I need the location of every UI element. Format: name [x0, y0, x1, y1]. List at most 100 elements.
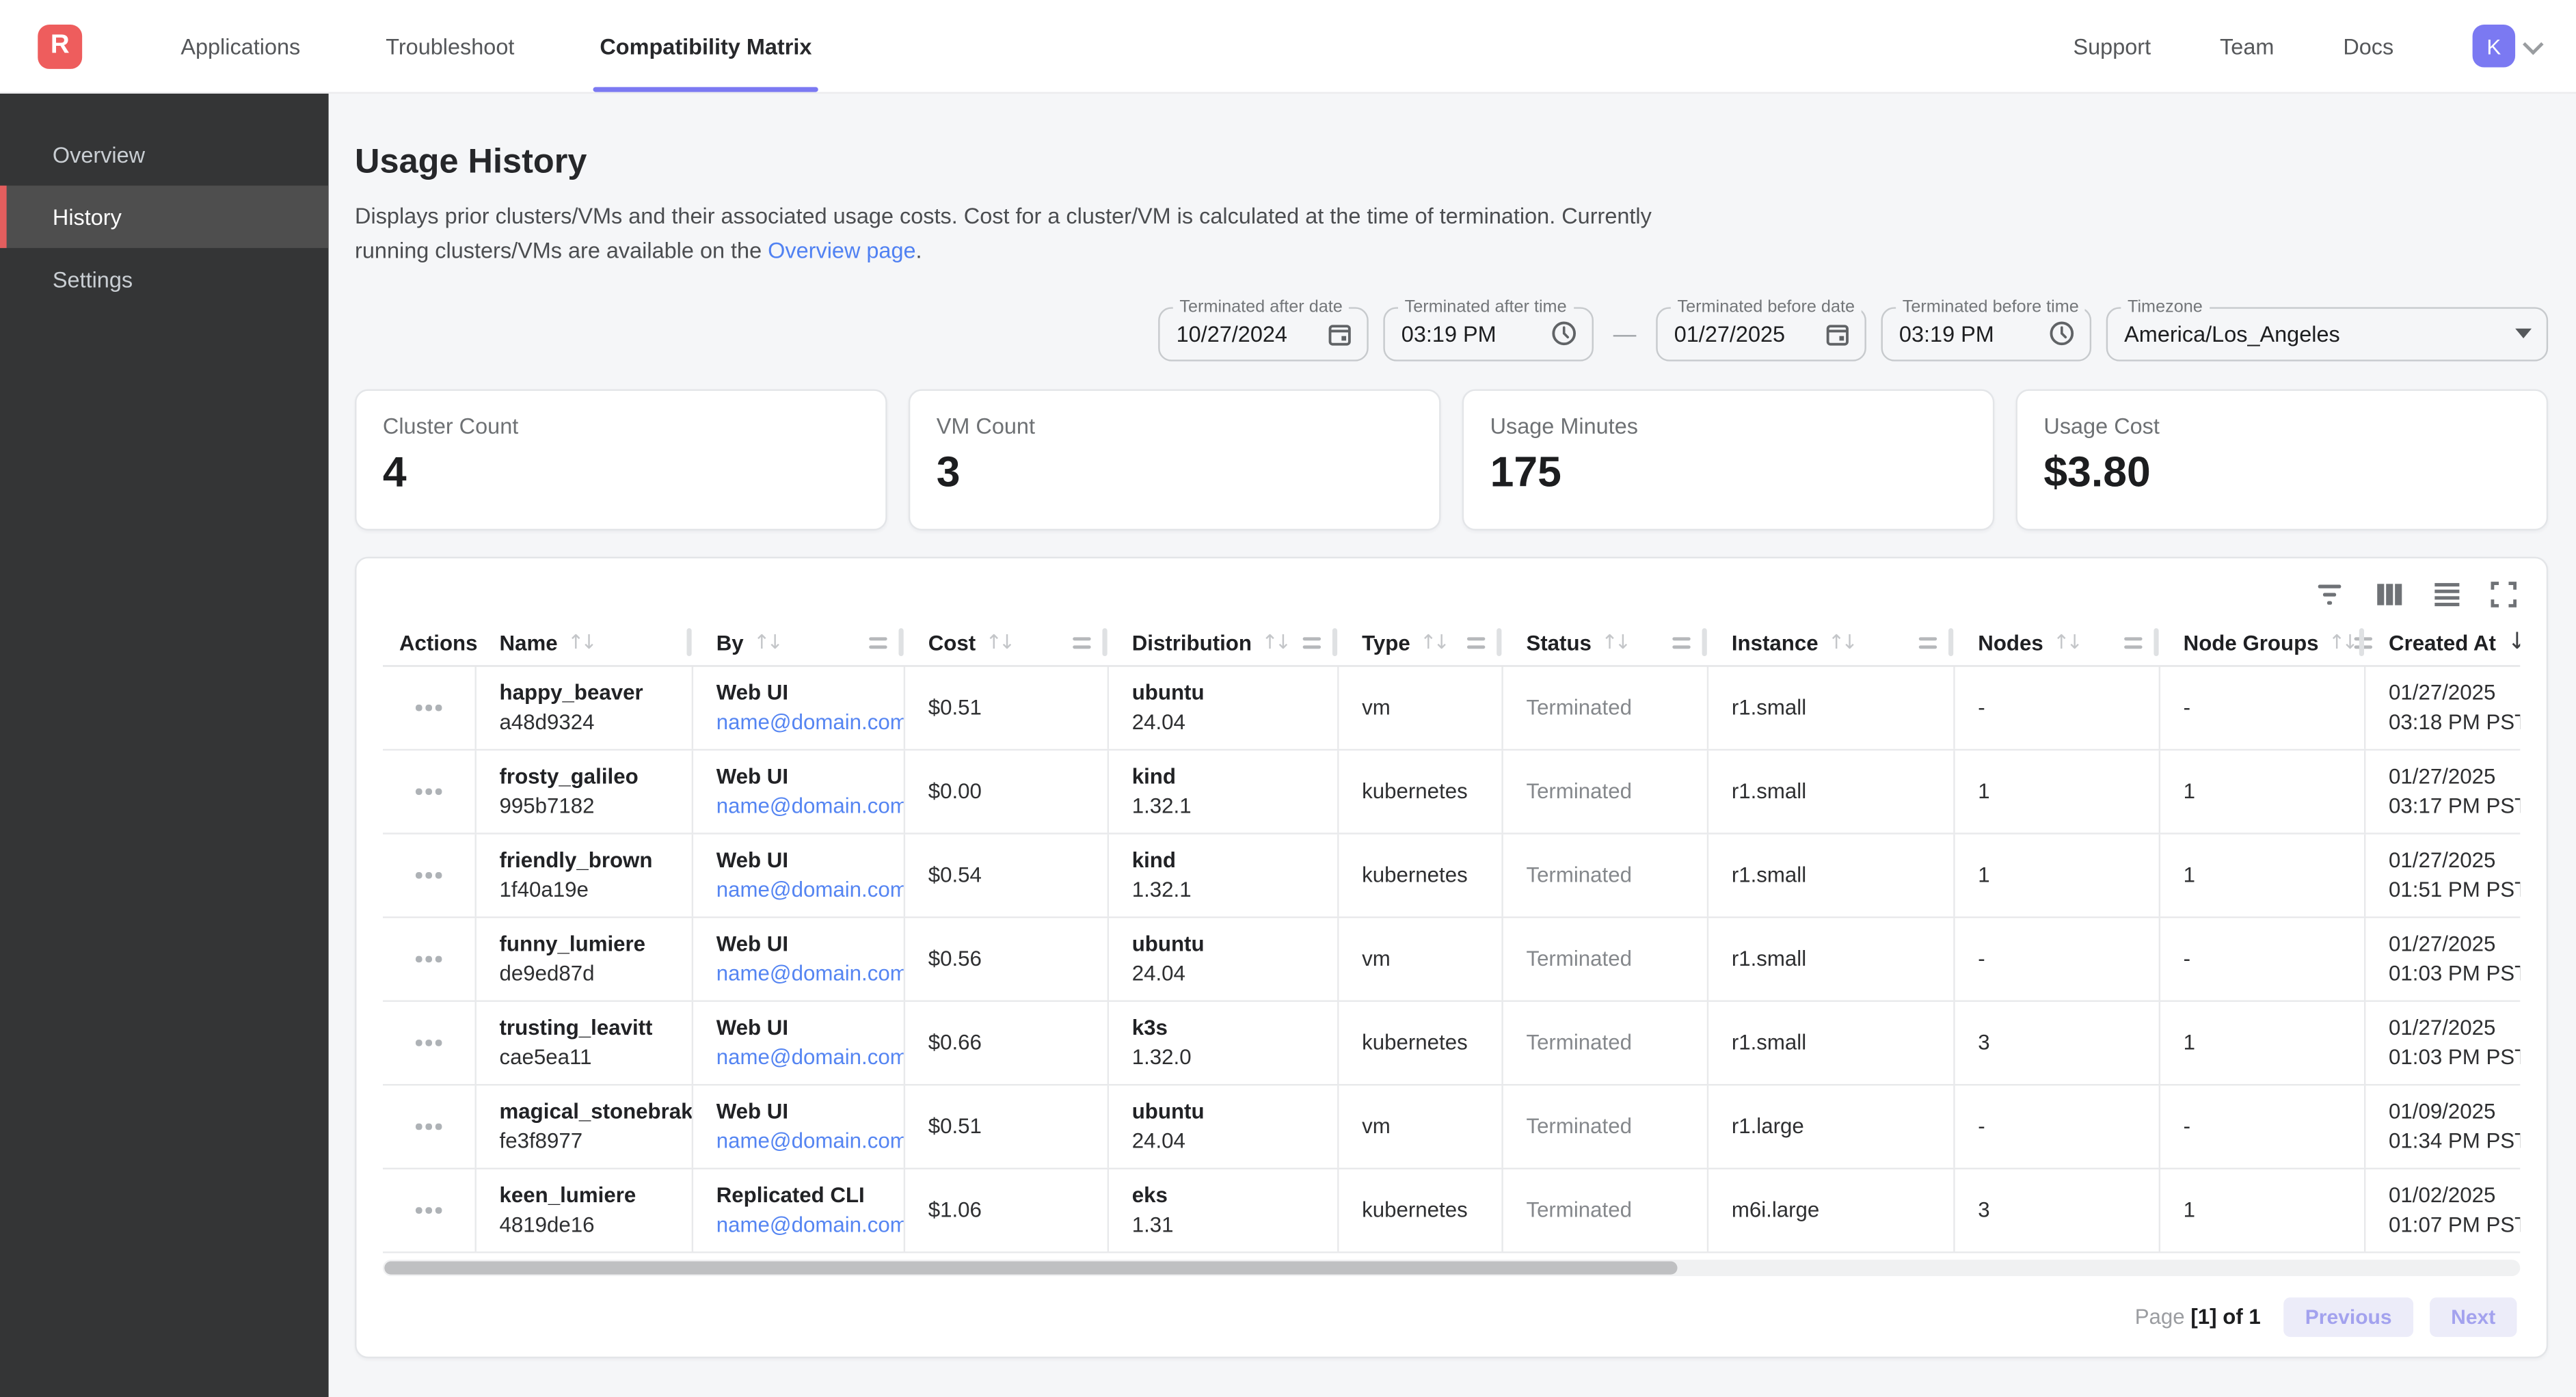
stat-value: $3.80 [2043, 446, 2151, 496]
filter-field-label: Terminated before date [1670, 297, 1862, 317]
sidebar-item-settings[interactable]: Settings [0, 248, 329, 310]
column-header-node_groups[interactable]: Node Groups ↑↓ [2160, 621, 2374, 665]
status-value: Terminated [1526, 695, 1632, 720]
column-resize-handle[interactable] [869, 637, 887, 649]
cell-node_groups: 1 [2160, 750, 2366, 832]
column-resize-handle[interactable] [1302, 637, 1321, 649]
cell-actions [383, 1085, 477, 1168]
column-header-nodes[interactable]: Nodes ↑↓ [1955, 621, 2160, 665]
avatar[interactable]: K [2472, 25, 2516, 68]
row-actions-button[interactable] [410, 695, 448, 720]
stat-label: Usage Cost [2043, 413, 2160, 439]
distribution-name: ubuntu [1131, 932, 1205, 957]
cell-status: Terminated [1503, 666, 1709, 749]
nav-tab-troubleshoot[interactable]: Troubleshoot [343, 0, 557, 92]
column-header-actions[interactable]: Actions [383, 621, 478, 665]
nav-link-support[interactable]: Support [2073, 33, 2151, 59]
column-header-type[interactable]: Type ↑↓ [1339, 621, 1503, 665]
cell-created_at: 01/27/2025 01:03 PM PST [2365, 918, 2520, 1000]
replicated-logo-icon[interactable]: R [38, 23, 83, 68]
fullscreen-icon[interactable] [2491, 581, 2517, 608]
density-icon[interactable] [2433, 581, 2461, 607]
filters-row: Terminated after date 10/27/2024 Terminate… [355, 297, 2549, 362]
column-resize-handle[interactable] [1073, 637, 1091, 649]
cell-distribution: ubuntu 24.04 [1109, 1085, 1339, 1168]
row-actions-button[interactable] [410, 1197, 448, 1223]
created-by-email-link[interactable]: name@domain.com [716, 878, 906, 903]
created-at-date: 01/27/2025 [2389, 847, 2496, 873]
nav-right: Support Team Docs K [2073, 25, 2544, 68]
column-header-distribution[interactable]: Distribution ↑↓ [1109, 621, 1339, 665]
row-actions-button[interactable] [410, 1114, 448, 1139]
sort-icon: ↑↓ [753, 631, 783, 655]
filter-icon[interactable] [2316, 581, 2346, 607]
clock-icon [2049, 321, 2075, 347]
created-by-email-link[interactable]: name@domain.com [716, 1128, 906, 1154]
columns-icon[interactable] [2376, 581, 2404, 607]
column-header-by[interactable]: By ↑↓ [693, 621, 905, 665]
column-resize-handle[interactable] [1672, 637, 1691, 649]
created-by-email-link[interactable]: name@domain.com [716, 961, 906, 986]
nav-tab-applications[interactable]: Applications [138, 0, 343, 92]
column-header-label: Distribution [1131, 630, 1252, 655]
row-actions-button[interactable] [410, 1030, 448, 1055]
previous-page-button[interactable]: Previous [2283, 1297, 2413, 1337]
column-header-status[interactable]: Status ↑↓ [1503, 621, 1708, 665]
cell-created_at: 01/27/2025 01:03 PM PST [2365, 1001, 2520, 1083]
filter-field-timezone[interactable]: Timezone America/Los_Angeles [2106, 297, 2549, 362]
sidebar-item-overview[interactable]: Overview [0, 123, 329, 185]
distribution-name: kind [1131, 847, 1176, 873]
filter-field-value: 03:19 PM [1401, 321, 1497, 347]
cell-distribution: k3s 1.32.0 [1109, 1001, 1339, 1084]
calendar-icon [1825, 322, 1850, 347]
created-by-email-link[interactable]: name@domain.com [716, 1045, 906, 1070]
scrollbar-thumb[interactable] [384, 1261, 1678, 1275]
cell-instance: r1.small [1708, 666, 1955, 749]
nodes-value: - [1978, 695, 1985, 720]
sort-icon: ↑↓ [567, 631, 598, 655]
filter-field-terminated_before_time[interactable]: Terminated before time 03:19 PM [1881, 297, 2092, 362]
created-by-email-link[interactable]: name@domain.com [716, 1212, 906, 1238]
filter-field-terminated_after_time[interactable]: Terminated after time 03:19 PM [1383, 297, 1594, 362]
created-by-email-link[interactable]: name@domain.com [716, 709, 906, 735]
cost-value: $0.56 [928, 946, 982, 972]
column-header-cost[interactable]: Cost ↑↓ [905, 621, 1109, 665]
row-actions-button[interactable] [410, 863, 448, 888]
cell-node_groups: 1 [2160, 1169, 2366, 1251]
sort-icon: ↑↓ [1601, 631, 1631, 655]
overview-page-link[interactable]: Overview page [768, 238, 916, 263]
nav-link-docs[interactable]: Docs [2343, 33, 2394, 59]
created-by-email-link[interactable]: name@domain.com [716, 794, 906, 819]
calendar-icon [1328, 322, 1352, 347]
created-at-time: 01:07 PM PST [2389, 1212, 2521, 1238]
column-resize-handle[interactable] [1918, 637, 1937, 649]
account-menu[interactable]: K [2472, 25, 2544, 68]
row-actions-button[interactable] [410, 778, 448, 804]
horizontal-scrollbar[interactable] [382, 1259, 2521, 1276]
next-page-button[interactable]: Next [2429, 1297, 2517, 1337]
sort-icon: ↑↓ [1828, 631, 1858, 655]
nav-tab-compatibility_matrix[interactable]: Compatibility Matrix [557, 0, 855, 92]
created-by-source: Web UI [716, 764, 789, 789]
column-header-instance[interactable]: Instance ↑↓ [1708, 621, 1955, 665]
instance-value: m6i.large [1731, 1197, 1820, 1223]
created-by-source: Web UI [716, 1015, 789, 1040]
column-header-label: Type [1362, 630, 1410, 655]
filter-field-terminated_after_date[interactable]: Terminated after date 10/27/2024 [1158, 297, 1369, 362]
column-header-name[interactable]: Name ↑↓ [477, 621, 693, 665]
column-resize-handle[interactable] [2124, 637, 2143, 649]
distribution-version: 1.32.1 [1131, 794, 1192, 819]
nav-link-team[interactable]: Team [2220, 33, 2275, 59]
cluster-name: magical_stonebraker [499, 1099, 694, 1124]
nav-links: Support Team Docs [2073, 33, 2393, 58]
sidebar-item-history[interactable]: History [0, 185, 329, 248]
cell-name: magical_stonebraker fe3f8977 [477, 1085, 694, 1168]
cell-actions [383, 666, 477, 749]
row-actions-button[interactable] [410, 946, 448, 971]
filter-field-terminated_before_date[interactable]: Terminated before date 01/27/2025 [1656, 297, 1866, 362]
type-value: kubernetes [1362, 1030, 1468, 1055]
stat-card-usage_cost: Usage Cost $3.80 [2015, 389, 2549, 530]
column-header-created_at[interactable]: Created At ↓ [2365, 621, 2520, 665]
column-resize-handle[interactable] [1466, 637, 1486, 649]
